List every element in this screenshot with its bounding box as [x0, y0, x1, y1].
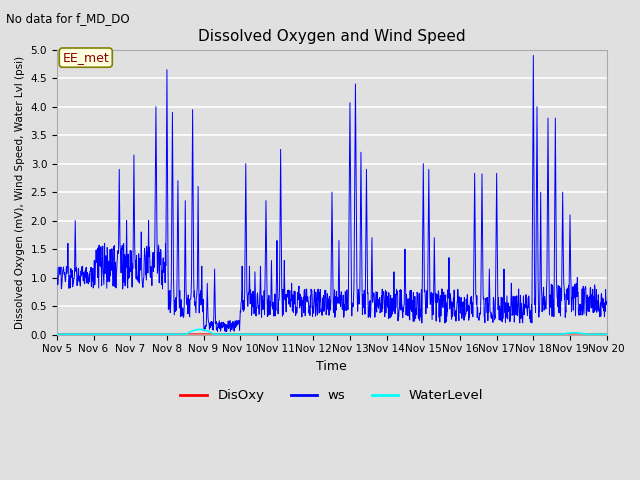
- Text: No data for f_MD_DO: No data for f_MD_DO: [6, 12, 130, 25]
- Legend: DisOxy, ws, WaterLevel: DisOxy, ws, WaterLevel: [175, 384, 488, 408]
- Y-axis label: Dissolved Oxygen (mV), Wind Speed, Water Lvl (psi): Dissolved Oxygen (mV), Wind Speed, Water…: [15, 56, 25, 329]
- Text: EE_met: EE_met: [63, 51, 109, 64]
- X-axis label: Time: Time: [316, 360, 347, 373]
- Title: Dissolved Oxygen and Wind Speed: Dissolved Oxygen and Wind Speed: [198, 29, 466, 44]
